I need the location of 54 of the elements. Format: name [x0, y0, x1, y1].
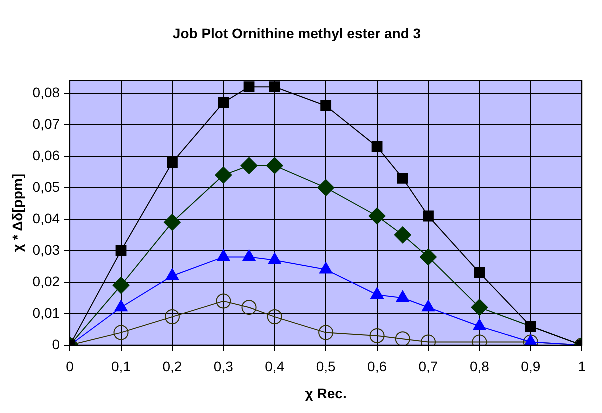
y-tick-label: 0,01 — [32, 304, 60, 321]
point — [368, 208, 386, 225]
x-tick-label: 0,7 — [418, 358, 438, 375]
point — [269, 82, 280, 93]
y-axis-title: χ * Δδ[ppm] — [9, 174, 26, 252]
point — [215, 166, 232, 184]
point — [318, 179, 335, 196]
point — [396, 290, 410, 302]
y-tick-label: 0,04 — [32, 210, 60, 226]
x-axis-title: χ Rec. — [305, 385, 347, 402]
x-tick-label: 0,8 — [470, 358, 490, 375]
point — [240, 157, 258, 174]
point — [167, 157, 178, 168]
x-tick-label: 0,1 — [112, 358, 132, 375]
point — [395, 332, 410, 346]
point — [420, 248, 437, 266]
point — [112, 277, 130, 294]
point — [114, 300, 128, 312]
x-tick-label: 0,5 — [316, 358, 336, 375]
point — [372, 142, 383, 152]
point — [244, 82, 255, 93]
point — [218, 97, 230, 108]
point — [166, 268, 180, 280]
chart-title: Job Plot Ornithine methyl ester and 3 — [172, 25, 422, 42]
point — [394, 226, 412, 244]
y-tick-label: 0,06 — [32, 147, 60, 164]
y-tick-label: 0,07 — [32, 116, 60, 132]
point — [216, 294, 232, 309]
x-tick-label: 0 — [66, 358, 74, 375]
x-tick-label: 0,2 — [162, 358, 182, 375]
x-tick-label: 0,6 — [368, 358, 388, 375]
y-tick-label: 0 — [52, 336, 60, 352]
x-tick-label: 0,3 — [214, 358, 234, 375]
point — [116, 245, 127, 256]
point — [423, 210, 434, 222]
point — [320, 100, 332, 112]
point — [397, 173, 408, 184]
x-tick-label: 0,9 — [521, 358, 541, 375]
point — [422, 300, 436, 312]
point — [473, 319, 486, 330]
y-tick-label: 0,08 — [32, 84, 60, 100]
y-tick-label: 0,05 — [32, 178, 60, 195]
point — [370, 288, 384, 299]
point — [164, 214, 181, 232]
point — [474, 268, 486, 278]
point — [320, 262, 333, 274]
y-tick-label: 0,02 — [32, 273, 60, 290]
x-tick-label: 0,4 — [265, 358, 285, 375]
x-tick-label: 1 — [578, 358, 586, 375]
y-tick-label: 0,03 — [32, 242, 60, 258]
point — [266, 157, 284, 174]
point — [217, 250, 230, 262]
point — [268, 252, 282, 264]
point — [242, 250, 256, 262]
